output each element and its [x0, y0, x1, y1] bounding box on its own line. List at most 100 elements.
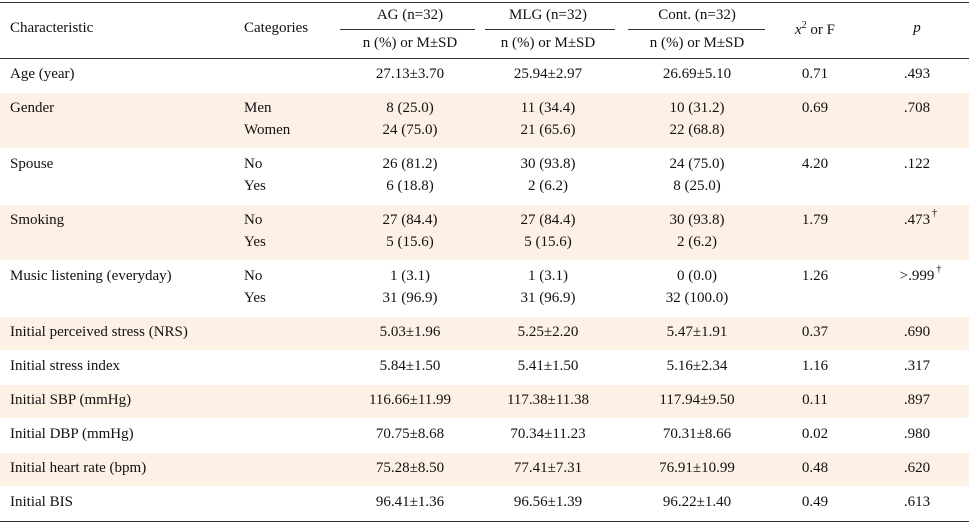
- p-mark: †: [932, 208, 938, 219]
- characteristic: Initial perceived stress (NRS): [10, 324, 188, 340]
- characteristic: Music listening (everyday): [10, 268, 172, 284]
- category: No: [244, 156, 263, 172]
- row-shade: [0, 93, 969, 148]
- category: Men: [244, 100, 272, 116]
- stat-value: 0.69: [801, 100, 829, 116]
- stat-sup: 2: [801, 20, 807, 31]
- value: 27 (84.4): [382, 212, 438, 228]
- value: 5.16±2.34: [666, 358, 728, 374]
- value: 10 (31.2): [669, 100, 725, 116]
- value: 96.22±1.40: [662, 494, 732, 510]
- category: Yes: [244, 290, 266, 306]
- characteristic: Initial SBP (mmHg): [10, 392, 132, 408]
- value: 5.25±2.20: [517, 324, 579, 340]
- row-shade: [0, 205, 969, 260]
- category: No: [244, 268, 263, 284]
- value: 30 (93.8): [669, 212, 725, 228]
- group-header: Cont. (n=32): [658, 7, 736, 23]
- value: 30 (93.8): [520, 156, 576, 172]
- value: 70.75±8.68: [375, 426, 445, 442]
- stat-value: 0.02: [801, 426, 829, 442]
- p-value: .122: [904, 156, 930, 173]
- stat-value: 0.71: [801, 66, 829, 82]
- group-underline: [340, 29, 475, 30]
- value: 116.66±11.99: [368, 392, 452, 408]
- value: 8 (25.0): [386, 100, 434, 116]
- value: 5 (15.6): [386, 234, 434, 250]
- header-cell: Characteristic: [10, 20, 94, 36]
- value: 31 (96.9): [520, 290, 576, 306]
- bottom-rule: [0, 521, 969, 522]
- value: 1 (3.1): [528, 268, 568, 284]
- value: 5.84±1.50: [379, 358, 441, 374]
- value: 0 (0.0): [677, 268, 717, 284]
- value: 5.41±1.50: [517, 358, 579, 374]
- p-text: .317: [903, 358, 931, 374]
- header-cell: Categories: [244, 20, 309, 36]
- p-value: .317: [904, 358, 930, 375]
- p-value: >.999 †: [900, 264, 942, 285]
- p-value: .690: [904, 324, 930, 341]
- p-text: .613: [903, 494, 931, 510]
- top-rule: [0, 2, 969, 3]
- p-text: .493: [903, 66, 931, 82]
- p-value: .473 †: [903, 208, 937, 229]
- group-header: MLG (n=32): [508, 7, 588, 23]
- p-text: .122: [903, 156, 931, 172]
- p-text: .473: [903, 212, 931, 228]
- value: 96.56±1.39: [513, 494, 583, 510]
- value: 5.03±1.96: [379, 324, 441, 340]
- p-text: .690: [903, 324, 931, 340]
- p-value: .897: [904, 392, 930, 409]
- value: 1 (3.1): [390, 268, 430, 284]
- p-value: .620: [904, 460, 930, 477]
- characteristic: Age (year): [10, 66, 75, 82]
- value: 24 (75.0): [669, 156, 725, 172]
- value: 70.34±11.23: [510, 426, 586, 442]
- p-mark: †: [936, 264, 942, 275]
- row-shade: [0, 453, 969, 486]
- p-text: .620: [903, 460, 931, 476]
- value: 31 (96.9): [382, 290, 438, 306]
- header-cell: x2 or F: [795, 20, 835, 39]
- header-rule: [0, 58, 969, 59]
- row-shade: [0, 385, 969, 418]
- value: 25.94±2.97: [513, 66, 583, 82]
- stat-value: 1.79: [801, 212, 829, 228]
- group-underline: [628, 29, 765, 30]
- group-subheader: n (%) or M±SD: [362, 35, 458, 51]
- header-cell: p: [913, 20, 921, 36]
- value: 27 (84.4): [520, 212, 576, 228]
- category: No: [244, 212, 263, 228]
- p-value: .613: [904, 494, 930, 511]
- characteristic: Initial heart rate (bpm): [10, 460, 147, 476]
- category: Women: [244, 122, 291, 138]
- category: Yes: [244, 234, 266, 250]
- stat-value: 1.16: [801, 358, 829, 374]
- p-text: .980: [903, 426, 931, 442]
- value: 21 (65.6): [520, 122, 576, 138]
- value: 5 (15.6): [524, 234, 572, 250]
- stat-value: 0.37: [801, 324, 829, 340]
- value: 26.69±5.10: [662, 66, 732, 82]
- value: 26 (81.2): [382, 156, 438, 172]
- value: 70.31±8.66: [662, 426, 732, 442]
- value: 75.28±8.50: [375, 460, 445, 476]
- characteristic: Initial DBP (mmHg): [10, 426, 134, 442]
- value: 5.47±1.91: [666, 324, 728, 340]
- value: 96.41±1.36: [375, 494, 445, 510]
- value: 117.94±9.50: [659, 392, 735, 408]
- value: 8 (25.0): [673, 178, 721, 194]
- p-text: .708: [903, 100, 931, 116]
- value: 6 (18.8): [386, 178, 434, 194]
- p-text: .897: [903, 392, 931, 408]
- stat-symbol: x: [794, 22, 802, 38]
- value: 77.41±7.31: [513, 460, 583, 476]
- group-subheader: n (%) or M±SD: [649, 35, 745, 51]
- stat-value: 1.26: [801, 268, 829, 284]
- p-value: .493: [904, 66, 930, 83]
- value: 2 (6.2): [528, 178, 568, 194]
- value: 32 (100.0): [665, 290, 729, 306]
- stat-value: 0.48: [801, 460, 829, 476]
